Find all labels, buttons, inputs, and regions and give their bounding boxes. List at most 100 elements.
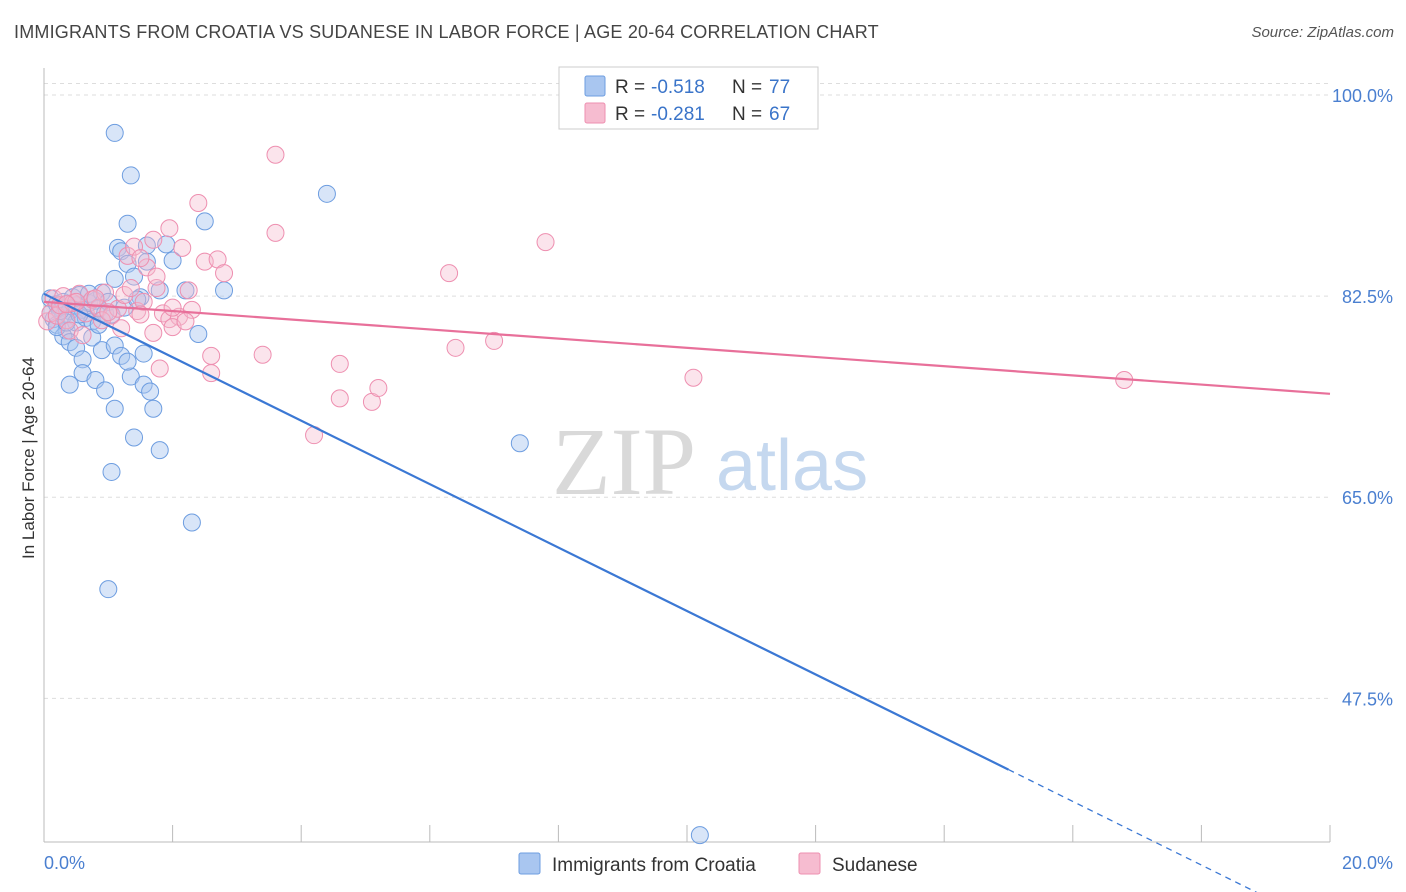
croatia-point-40 bbox=[105, 399, 124, 418]
y-tick-label-3: 100.0% bbox=[1332, 86, 1393, 106]
legend-bottom-label-sudanese: Sudanese bbox=[832, 855, 918, 876]
sudanese-point-62 bbox=[86, 289, 105, 308]
sudanese-point-40 bbox=[189, 194, 208, 213]
sudanese-point-44 bbox=[202, 346, 221, 365]
legend-r-value-croatia: -0.518 bbox=[651, 77, 705, 98]
sudanese-point-60 bbox=[147, 267, 166, 286]
sudanese-point-17 bbox=[128, 302, 147, 321]
sudanese-point-15 bbox=[115, 285, 134, 304]
legend-n-value-sudanese: 67 bbox=[769, 104, 790, 125]
legend-bottom-label-croatia: Immigrants from Croatia bbox=[552, 855, 756, 876]
legend-n-label-croatia: N = bbox=[732, 77, 762, 98]
axes bbox=[43, 68, 1331, 843]
croatia-point-30 bbox=[105, 336, 124, 355]
croatia-point-46 bbox=[182, 513, 201, 532]
croatia-point-62 bbox=[215, 281, 234, 300]
legend-series: Immigrants from Croatia Sudanese bbox=[518, 852, 918, 876]
croatia-point-44 bbox=[118, 352, 137, 371]
legend-bottom-swatch-croatia bbox=[518, 852, 541, 875]
croatia-point-49 bbox=[121, 166, 140, 185]
croatia-point-61 bbox=[150, 281, 169, 300]
sudanese-point-34 bbox=[137, 258, 156, 277]
y-axis-title: In Labor Force | Age 20-64 bbox=[19, 357, 38, 559]
croatia-point-35 bbox=[96, 381, 115, 400]
trend-line-croatia-extension bbox=[1008, 769, 1258, 892]
croatia-point-45 bbox=[134, 344, 153, 363]
legend-r-label-croatia: R = bbox=[615, 77, 645, 98]
croatia-point-37 bbox=[134, 375, 153, 394]
y-tick-label-0: 47.5% bbox=[1342, 689, 1393, 709]
croatia-point-36 bbox=[121, 367, 140, 386]
sudanese-point-54 bbox=[446, 338, 465, 357]
legend-n-label-sudanese: N = bbox=[732, 104, 762, 125]
sudanese-point-23 bbox=[179, 281, 198, 300]
legend-bottom-swatch-sudanese bbox=[798, 852, 821, 875]
sudanese-point-36 bbox=[160, 219, 179, 238]
croatia-point-27 bbox=[73, 350, 92, 369]
sudanese-point-16 bbox=[121, 279, 140, 298]
croatia-point-60 bbox=[105, 269, 124, 288]
sudanese-point-59 bbox=[131, 249, 150, 268]
trend-line-sudanese bbox=[43, 300, 1331, 395]
legend-r-label-sudanese: R = bbox=[615, 104, 645, 125]
legend-stats: R = -0.518 N = 77 R = -0.281 N = 67 bbox=[558, 66, 819, 130]
croatia-point-59 bbox=[125, 267, 144, 286]
sudanese-point-55 bbox=[485, 331, 504, 350]
y-tick-label-1: 65.0% bbox=[1342, 488, 1393, 508]
sudanese-point-33 bbox=[125, 237, 144, 256]
sudanese-point-29 bbox=[144, 323, 163, 342]
x-tick-label-0: 0.0% bbox=[44, 853, 85, 873]
y-tick-label-2: 82.5% bbox=[1342, 287, 1393, 307]
x-tick-label-1: 20.0% bbox=[1342, 853, 1393, 873]
grid-lines bbox=[44, 82, 1330, 699]
croatia-point-42 bbox=[150, 441, 169, 460]
tick-labels: 47.5% 65.0% 82.5% 100.0% 0.0% 20.0% bbox=[44, 86, 1393, 873]
croatia-point-38 bbox=[141, 382, 160, 401]
sudanese-point-52 bbox=[330, 389, 349, 408]
sudanese-point-56 bbox=[536, 233, 555, 252]
sudanese-point-43 bbox=[215, 264, 234, 283]
croatia-point-47 bbox=[99, 580, 118, 599]
croatia-point-41 bbox=[125, 428, 144, 447]
series-sudanese-points bbox=[38, 145, 1134, 445]
croatia-point-67 bbox=[510, 434, 529, 453]
sudanese-point-35 bbox=[144, 230, 163, 249]
croatia-point-32 bbox=[60, 375, 79, 394]
croatia-point-55 bbox=[163, 251, 182, 270]
sudanese-point-37 bbox=[173, 238, 192, 257]
sudanese-point-63 bbox=[99, 303, 118, 322]
watermark-zip: ZIP bbox=[552, 408, 696, 515]
watermark: ZIP atlas bbox=[552, 408, 868, 515]
sudanese-point-25 bbox=[73, 326, 92, 345]
croatia-point-66 bbox=[317, 184, 336, 203]
sudanese-point-41 bbox=[266, 145, 285, 164]
sudanese-point-12 bbox=[96, 283, 115, 302]
legend-n-value-croatia: 77 bbox=[769, 77, 790, 98]
sudanese-point-28 bbox=[131, 305, 150, 324]
croatia-point-48 bbox=[105, 123, 124, 142]
croatia-point-51 bbox=[195, 212, 214, 231]
sudanese-point-42 bbox=[266, 223, 285, 242]
sudanese-point-53 bbox=[440, 264, 459, 283]
legend-swatch-croatia bbox=[584, 75, 606, 97]
sudanese-point-45 bbox=[253, 345, 272, 364]
sudanese-point-48 bbox=[330, 354, 349, 373]
croatia-point-39 bbox=[144, 399, 163, 418]
sudanese-point-31 bbox=[182, 300, 201, 319]
sudanese-point-3 bbox=[47, 306, 66, 325]
sudanese-point-46 bbox=[150, 359, 169, 378]
sudanese-point-65 bbox=[176, 312, 195, 331]
sudanese-point-57 bbox=[684, 368, 703, 387]
sudanese-point-64 bbox=[163, 298, 182, 317]
trend-line-croatia bbox=[43, 292, 1009, 771]
watermark-atlas: atlas bbox=[716, 426, 868, 506]
legend-swatch-sudanese bbox=[584, 102, 606, 124]
croatia-point-43 bbox=[102, 462, 121, 481]
croatia-point-50 bbox=[118, 214, 137, 233]
sudanese-point-6 bbox=[57, 311, 76, 330]
croatia-point-68 bbox=[690, 826, 709, 845]
chart-title: IMMIGRANTS FROM CROATIA VS SUDANESE IN L… bbox=[14, 22, 879, 42]
sudanese-point-50 bbox=[369, 379, 388, 398]
source-credit: Source: ZipAtlas.com bbox=[1251, 24, 1394, 41]
